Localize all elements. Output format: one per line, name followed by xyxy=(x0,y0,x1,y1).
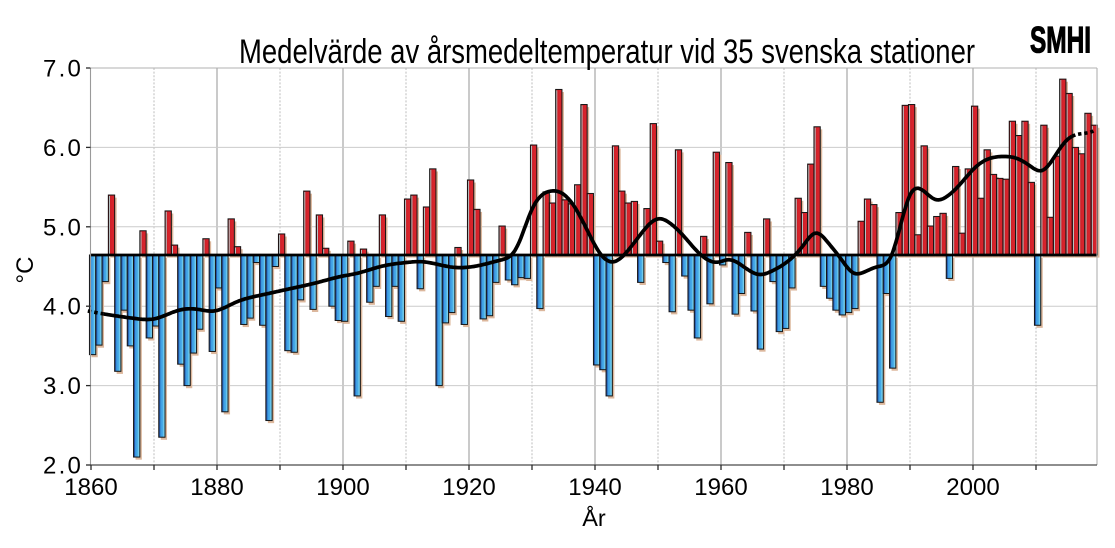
svg-text:4.0: 4.0 xyxy=(43,294,83,321)
svg-text:SMHI: SMHI xyxy=(1030,20,1091,61)
svg-text:1940: 1940 xyxy=(568,474,621,501)
svg-text:1880: 1880 xyxy=(190,474,243,501)
svg-text:2.0: 2.0 xyxy=(43,453,83,480)
svg-text:5.0: 5.0 xyxy=(43,214,83,241)
svg-text:7.0: 7.0 xyxy=(43,56,83,83)
svg-text:1980: 1980 xyxy=(820,474,873,501)
svg-text:1960: 1960 xyxy=(694,474,747,501)
svg-text:3.0: 3.0 xyxy=(43,373,83,400)
svg-text:°C: °C xyxy=(12,257,39,284)
svg-text:År: År xyxy=(582,504,606,531)
svg-text:1860: 1860 xyxy=(64,474,117,501)
svg-text:1920: 1920 xyxy=(442,474,495,501)
svg-text:1900: 1900 xyxy=(316,474,369,501)
svg-text:2000: 2000 xyxy=(946,474,999,501)
svg-text:Medelvärde av årsmedeltemperat: Medelvärde av årsmedeltemperatur vid 35 … xyxy=(239,33,975,71)
svg-text:6.0: 6.0 xyxy=(43,135,83,162)
